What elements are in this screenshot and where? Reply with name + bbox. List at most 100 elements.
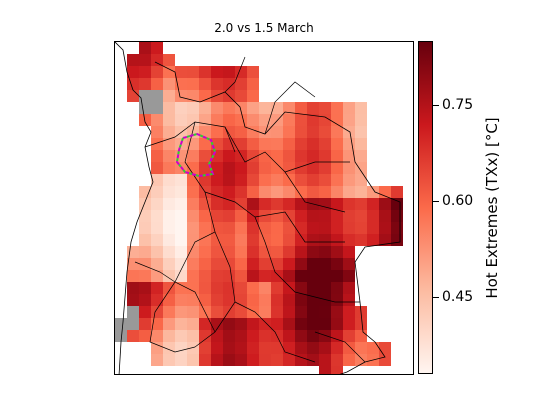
heatmap-cell	[259, 342, 271, 354]
heatmap-cell	[211, 210, 223, 222]
heatmap-cell	[175, 198, 187, 210]
heatmap-cell	[151, 54, 163, 66]
heatmap-cell	[163, 126, 175, 138]
heatmap-cell	[247, 342, 259, 354]
heatmap-cell	[151, 162, 163, 174]
heatmap-cell	[175, 306, 187, 318]
heatmap-cell	[307, 126, 319, 138]
heatmap-cell	[199, 150, 211, 162]
heatmap-cell	[139, 54, 151, 66]
heatmap-cell	[199, 270, 211, 282]
heatmap-cell	[331, 234, 343, 246]
heatmap-cell	[151, 258, 163, 270]
heatmap-cell	[379, 234, 391, 246]
heatmap-cell	[163, 102, 175, 114]
heatmap-cell	[331, 318, 343, 330]
heatmap-cell	[211, 330, 223, 342]
colorbar-tick	[433, 105, 439, 106]
heatmap-cell	[211, 162, 223, 174]
heatmap-cell	[307, 318, 319, 330]
heatmap-cell	[379, 210, 391, 222]
heatmap-cell	[343, 138, 355, 150]
heatmap-cell	[391, 198, 403, 210]
heatmap-cell	[187, 282, 199, 294]
heatmap-cell	[151, 186, 163, 198]
heatmap-cell	[295, 318, 307, 330]
heatmap-cell	[355, 198, 367, 210]
heatmap-cell	[343, 198, 355, 210]
heatmap-cell	[187, 258, 199, 270]
heatmap-cell	[235, 150, 247, 162]
heatmap-cell	[151, 354, 163, 366]
heatmap-cell	[355, 138, 367, 150]
heatmap-cell	[235, 294, 247, 306]
highlight-region-outline	[175, 132, 217, 178]
heatmap-cell	[319, 318, 331, 330]
heatmap-cell	[199, 210, 211, 222]
heatmap-cell	[283, 234, 295, 246]
heatmap-cell	[331, 282, 343, 294]
heatmap-cell	[151, 150, 163, 162]
heatmap-cell	[259, 282, 271, 294]
colorbar-tick-label: 0.75	[442, 97, 474, 113]
heatmap-cell	[271, 270, 283, 282]
heatmap-cell	[187, 150, 199, 162]
heatmap-cell	[187, 294, 199, 306]
heatmap-cell	[247, 66, 259, 78]
heatmap-cell	[211, 306, 223, 318]
heatmap-cell	[319, 210, 331, 222]
heatmap-cell	[271, 186, 283, 198]
heatmap-cell	[271, 246, 283, 258]
missing-data-cell	[139, 90, 163, 114]
heatmap-cell	[295, 222, 307, 234]
heatmap-cell	[343, 150, 355, 162]
heatmap-cell	[151, 222, 163, 234]
heatmap-cell	[271, 354, 283, 366]
heatmap-cell	[223, 174, 235, 186]
heatmap-cell	[367, 342, 379, 354]
heatmap-cell	[295, 210, 307, 222]
heatmap-cell	[139, 294, 151, 306]
heatmap-cell	[163, 222, 175, 234]
heatmap-cell	[271, 282, 283, 294]
heatmap-cell	[331, 306, 343, 318]
heatmap-cell	[235, 210, 247, 222]
missing-data-cell	[127, 306, 139, 330]
heatmap-cell	[223, 210, 235, 222]
heatmap-cell	[163, 198, 175, 210]
heatmap-cell	[319, 294, 331, 306]
heatmap-cell	[235, 342, 247, 354]
heatmap-cell	[271, 174, 283, 186]
heatmap-cell	[259, 246, 271, 258]
heatmap-cell	[259, 354, 271, 366]
heatmap-cell	[223, 222, 235, 234]
heatmap-cell	[163, 114, 175, 126]
heatmap-grid	[115, 42, 403, 374]
heatmap-cell	[295, 234, 307, 246]
heatmap-cell	[211, 270, 223, 282]
heatmap-cell	[187, 234, 199, 246]
heatmap-cell	[307, 306, 319, 318]
heatmap-cell	[175, 114, 187, 126]
heatmap-cell	[163, 270, 175, 282]
colorbar-label: Hot Extremes (TXx) [°C]	[483, 117, 501, 299]
heatmap-cell	[223, 66, 235, 78]
heatmap-cell	[283, 150, 295, 162]
heatmap-cell	[199, 246, 211, 258]
heatmap-cell	[151, 234, 163, 246]
heatmap-cell	[343, 234, 355, 246]
heatmap-cell	[247, 126, 259, 138]
heatmap-cell	[283, 198, 295, 210]
heatmap-cell	[235, 354, 247, 366]
heatmap-cell	[175, 102, 187, 114]
heatmap-cell	[307, 342, 319, 354]
heatmap-cell	[343, 246, 355, 258]
heatmap-cell	[187, 222, 199, 234]
heatmap-cell	[151, 306, 163, 318]
heatmap-cell	[223, 186, 235, 198]
heatmap-cell	[271, 210, 283, 222]
heatmap-cell	[295, 354, 307, 366]
heatmap-cell	[175, 342, 187, 354]
heatmap-cell	[151, 66, 163, 78]
map-title: 2.0 vs 1.5 March	[214, 21, 314, 35]
